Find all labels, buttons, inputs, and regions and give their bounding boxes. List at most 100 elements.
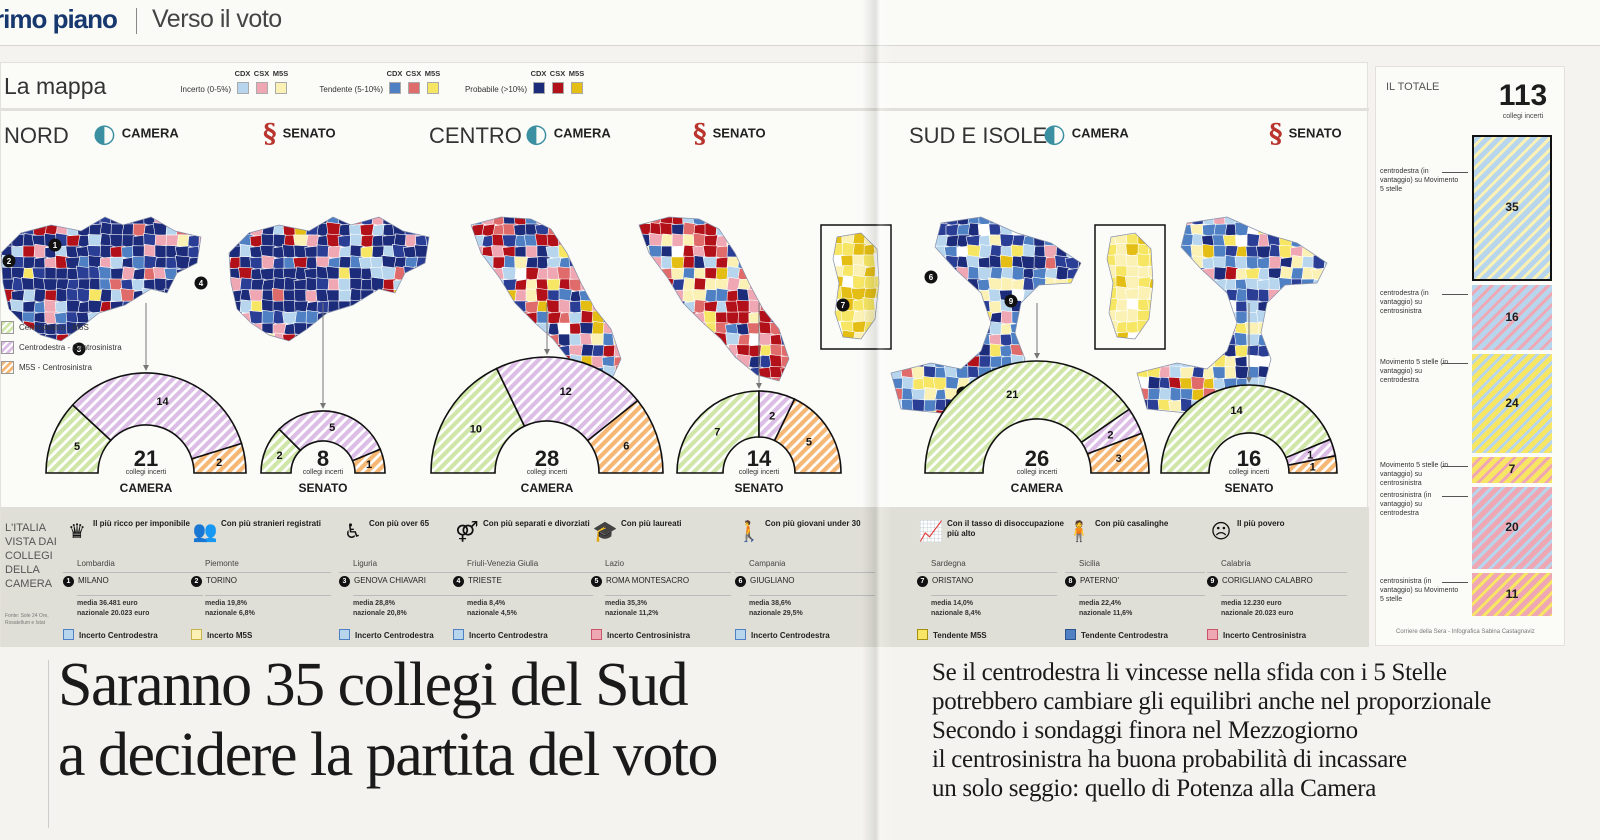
stat-region: Sardegna [931,559,966,568]
stat-media: media 22,4% [1079,600,1122,607]
stat-card: 🎓 Con più laureati Lazio 5 ROMA MONTESACRO me… [591,517,741,642]
semicircle-label: SENATO [298,481,348,495]
camera-header: ◐ CAMERA [1043,119,1129,149]
legend-head: CDX [530,69,547,78]
totale-value: 113 [1498,79,1548,112]
stat-nazionale: nazionale 11,2% [605,610,659,617]
totale-row-leader [1442,294,1468,295]
map-marker: 4 [194,276,208,290]
stat-tag: Tendente Centrodestra [1065,629,1168,640]
headline-line-1: Saranno 35 collegi del Sud [58,651,689,719]
stat-caption: Con più giovani under 30 [765,519,861,528]
category-legend-item: Centrodestra - M5S [1,321,122,341]
semicircle-segment [495,356,639,442]
senato-header: § SENATO [693,119,766,149]
stat-tag-label: Incerto Centrodestra [751,631,830,640]
legend-head: M5S [424,69,441,78]
legend-head: CDX [234,69,251,78]
totale-row-leader [1442,172,1468,173]
stat-tag-swatch [191,629,202,640]
segment-value: 5 [329,422,335,434]
marker-number: 7 [841,301,846,310]
legend-heads: CDX CSX M5S [529,69,586,78]
stats-panel: L'ITALIA VISTA DAI COLLEGI DELLA CAMERA … [1,507,1369,647]
legend-swatch [389,82,401,94]
semicircle-camera: 21 23 [924,303,1150,474]
stat-caption: Con più laureati [621,519,682,528]
infographic: La mappa CDX CSX M5S Incerto (0-5%) CDX CSX M5… [0,62,1369,647]
semicircle-sub: collegi incerti [738,469,780,476]
semicircle-camera: 10 12 6 [430,303,664,474]
stat-city: 1 MILANO [63,572,203,587]
stat-values: media 8,4% nazionale 4,5% [467,595,593,619]
totale-row-value: 24 [1505,396,1519,410]
stat-nazionale: nazionale 20.023 euro [1221,610,1294,617]
legend-band: La mappa CDX CSX M5S Incerto (0-5%) CDX CSX M5… [1,63,1369,111]
stat-tag: Incerto Centrosinistra [1207,629,1306,640]
stat-card: 🚶 Con più giovani under 30 Campania 6 GIUGLI… [735,517,885,642]
stat-caption: Con più stranieri registrati [221,519,322,528]
senato-logo-icon: § [693,119,707,149]
segment-value: 1 [366,459,372,471]
semicircle-sub: collegi incerti [125,469,167,476]
elderly-icon: ♿ [344,519,362,543]
stat-tag-label: Incerto M5S [207,631,253,640]
stat-city-name: PATERNO' [1080,576,1120,585]
stat-region: Liguria [353,559,378,568]
stat-caption: Il più ricco per imponibile [93,519,190,528]
stat-tag: Incerto Centrodestra [339,629,434,640]
category-swatch [1,341,14,354]
stat-nazionale: nazionale 4,5% [467,610,517,617]
divorce-icon: ⚤ [455,519,479,543]
graduate-icon: 🎓 [592,519,618,543]
totale-row-desc: centrodestra (in vantaggio) su Movimento… [1380,168,1459,193]
segment-value: 5 [74,441,80,453]
legend-label: Probabile (>10%) [464,85,527,94]
semicircle-segment [430,367,526,474]
stat-caption: Con più over 65 [369,519,430,528]
headline: Saranno 35 collegi del Sud a decidere la… [58,650,719,790]
segment-value: 2 [769,410,775,422]
stat-media: media 19,8% [205,600,248,607]
stat-city-name: ORISTANO [932,576,974,585]
stat-tag-swatch [63,629,74,640]
totale-row-value: 7 [1508,462,1516,476]
semicircle-label: SENATO [734,481,784,495]
marker-number: 1 [53,241,58,250]
semicircle-total: 8 [316,446,330,471]
stat-tag-label: Incerto Centrodestra [469,631,548,640]
totale-sub: collegi incerti [1502,113,1544,120]
totale-row-leader [1442,363,1468,364]
segment-value: 5 [806,437,812,449]
legend-swatch [275,82,287,94]
stat-city: 7 ORISTANO [917,572,1057,587]
stat-nazionale: nazionale 11,6% [1079,610,1133,617]
stat-number: 9 [1207,576,1218,587]
semicircle-sub: collegi incerti [526,469,568,476]
totale-row-bar [1472,457,1552,483]
semicircle-segment [278,410,382,462]
map-marker: 7 [836,298,850,312]
stat-media: media 12.230 euro [1221,600,1282,607]
legend-swatch [571,82,583,94]
stat-city-name: CORIGLIANO CALABRO [1222,576,1313,585]
marker-number: 6 [929,273,934,282]
category-legend-item: M5S - Centrosinistra [1,361,122,381]
totale-row-desc: centrosinistra (in vantaggio) su Movimen… [1380,578,1459,603]
camera-logo-icon: ◐ [93,119,116,149]
segment-value: 14 [1230,405,1243,417]
stat-nazionale: nazionale 8,4% [931,610,981,617]
category-swatch [1,361,14,374]
semicircle-segment [773,398,842,474]
totale-row-desc: Movimento 5 stelle (in vantaggio) su cen… [1380,462,1449,487]
stat-media: media 36.481 euro [77,600,138,607]
stat-city: 5 ROMA MONTESACRO [591,572,731,587]
segment-value: 2 [277,450,283,462]
stat-number: 8 [1065,576,1076,587]
stat-region: Lazio [605,559,625,568]
legend-head: M5S [272,69,289,78]
stat-media: media 38,6% [749,600,792,607]
semicircle-segment [586,399,664,474]
segment-value: 2 [216,457,222,469]
totale-row-bar [1472,135,1552,281]
